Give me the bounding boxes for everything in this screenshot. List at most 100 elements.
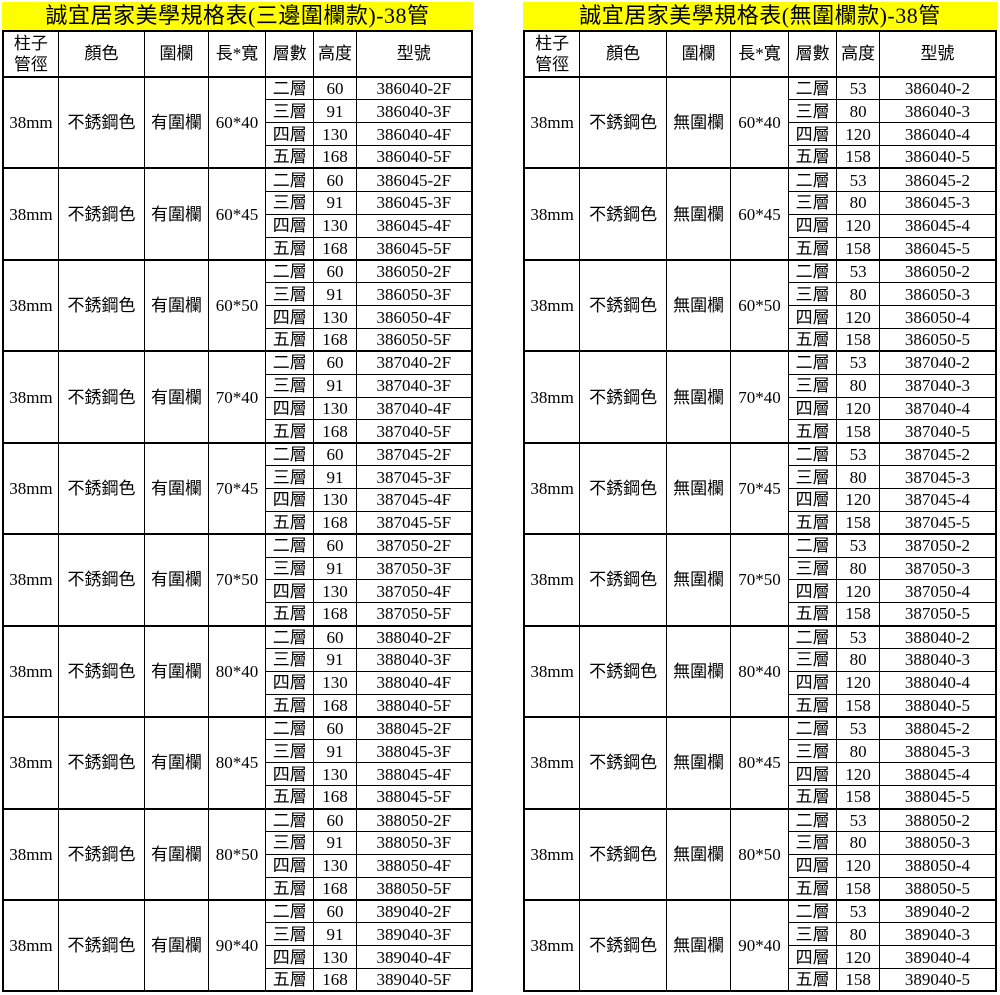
- model-cell: 388045-2F: [355, 716, 473, 741]
- fence-cell: 有圍欄: [144, 624, 209, 718]
- layers-cell: 二層: [265, 76, 315, 101]
- fence-cell: 無圍欄: [666, 75, 732, 169]
- diameter-cell: 38mm: [523, 807, 581, 901]
- table-row: 五層 158 387040-5: [524, 419, 997, 444]
- size-cell: 60*40: [207, 75, 267, 169]
- color-cell: 不銹鋼色: [579, 807, 668, 901]
- layers-cell: 四層: [787, 305, 838, 329]
- height-cell: 168: [313, 785, 357, 809]
- layers-cell: 三層: [787, 190, 838, 215]
- layers-cell: 五層: [787, 327, 838, 352]
- layers-cell: 五層: [265, 236, 315, 261]
- height-cell: 168: [313, 876, 357, 901]
- table-row: 38mm 不銹鋼色 有圍欄 60*45 二層 60 386045-2F: [2, 167, 473, 261]
- height-cell: 168: [313, 968, 357, 992]
- height-cell: 120: [836, 579, 880, 604]
- model-cell: 387050-4F: [355, 579, 473, 604]
- height-cell: 80: [836, 922, 880, 947]
- diameter-cell: 38mm: [2, 624, 59, 718]
- table-row: 三層 80 386045-3: [524, 190, 997, 215]
- color-cell: 不銹鋼色: [579, 898, 668, 992]
- size-cell: 60*50: [730, 258, 789, 352]
- column-header-diameter: 柱子 管徑: [523, 30, 581, 78]
- table-row: 五層 168 389040-5F: [3, 968, 473, 992]
- layers-cell: 二層: [787, 898, 838, 924]
- layers-cell: 三層: [265, 190, 315, 215]
- color-cell: 不銹鋼色: [579, 441, 668, 535]
- diameter-cell: 38mm: [2, 167, 59, 261]
- fence-cell: 有圍欄: [144, 441, 209, 535]
- model-cell: 386045-5: [878, 236, 997, 261]
- color-cell: 不銹鋼色: [579, 716, 668, 810]
- model-cell: 386045-4F: [355, 213, 473, 238]
- height-cell: 53: [836, 807, 880, 832]
- model-cell: 388040-5F: [355, 693, 473, 718]
- model-cell: 388045-4: [878, 762, 997, 787]
- model-cell: 388050-2F: [355, 807, 473, 832]
- column-header-fence: 圍欄: [144, 30, 209, 78]
- model-cell: 386050-2F: [355, 258, 473, 284]
- fence-cell: 無圍欄: [666, 624, 732, 718]
- table-row: 38mm 不銹鋼色 無圍欄 90*40 二層 53 389040-2: [523, 898, 997, 992]
- layers-cell: 四層: [787, 396, 838, 421]
- fence-cell: 有圍欄: [144, 258, 209, 352]
- diameter-cell: 38mm: [2, 258, 59, 352]
- size-cell: 80*50: [730, 807, 789, 901]
- model-cell: 388050-2: [878, 807, 997, 832]
- model-cell: 389040-5: [878, 968, 997, 992]
- layers-cell: 二層: [265, 624, 315, 649]
- table-row: 五層 168 387040-5F: [3, 419, 473, 444]
- table-title: 誠宜居家美學規格表(無圍欄款)-38管: [523, 2, 997, 30]
- column-header-color: 顏色: [579, 30, 668, 78]
- size-cell: 70*40: [730, 350, 789, 444]
- column-header-height: 高度: [313, 30, 357, 78]
- model-cell: 387040-5: [878, 419, 997, 444]
- table-row: 三層 80 388045-3: [524, 739, 997, 764]
- model-cell: 386050-5F: [355, 327, 473, 352]
- model-cell: 388045-2: [878, 716, 997, 741]
- layers-cell: 四層: [787, 122, 838, 147]
- height-cell: 158: [836, 510, 880, 535]
- layers-cell: 五層: [265, 693, 315, 718]
- layers-cell: 三層: [787, 647, 838, 672]
- model-cell: 388050-4: [878, 853, 997, 878]
- model-cell: 386045-2: [878, 167, 997, 192]
- table-row: 38mm 不銹鋼色 無圍欄 70*45 二層 53 387045-2: [523, 441, 997, 535]
- height-cell: 53: [836, 258, 880, 284]
- table-row: 三層 91 387050-3F: [3, 556, 473, 581]
- model-cell: 388045-5: [878, 785, 997, 809]
- size-cell: 60*45: [730, 167, 789, 261]
- height-cell: 53: [836, 624, 880, 649]
- size-cell: 80*45: [730, 716, 789, 810]
- model-cell: 388045-3F: [355, 739, 473, 764]
- height-cell: 158: [836, 785, 880, 809]
- fence-cell: 有圍欄: [144, 350, 209, 444]
- layers-cell: 三層: [787, 465, 838, 489]
- fence-cell: 無圍欄: [666, 807, 732, 901]
- layers-cell: 四層: [265, 579, 315, 604]
- table-row: 三層 80 388050-3: [524, 830, 997, 855]
- model-cell: 387045-3F: [355, 465, 473, 489]
- fence-cell: 無圍欄: [666, 716, 732, 810]
- model-cell: 389040-4: [878, 945, 997, 970]
- height-cell: 120: [836, 487, 880, 512]
- color-cell: 不銹鋼色: [57, 167, 146, 261]
- layers-cell: 四層: [787, 670, 838, 695]
- fence-cell: 有圍欄: [144, 533, 209, 627]
- height-cell: 91: [313, 922, 357, 947]
- table-row: 五層 168 388045-5F: [3, 785, 473, 809]
- fence-cell: 有圍欄: [144, 716, 209, 810]
- model-cell: 389040-5F: [355, 968, 473, 992]
- color-cell: 不銹鋼色: [579, 533, 668, 627]
- height-cell: 130: [313, 579, 357, 604]
- height-cell: 91: [313, 465, 357, 489]
- height-cell: 80: [836, 830, 880, 855]
- layers-cell: 三層: [265, 465, 315, 489]
- model-cell: 389040-2: [878, 898, 997, 924]
- table-row: 三層 80 389040-3: [524, 922, 997, 947]
- height-cell: 168: [313, 693, 357, 718]
- diameter-cell: 38mm: [523, 898, 581, 992]
- diameter-cell: 38mm: [523, 716, 581, 810]
- column-header-layers: 層數: [265, 30, 315, 78]
